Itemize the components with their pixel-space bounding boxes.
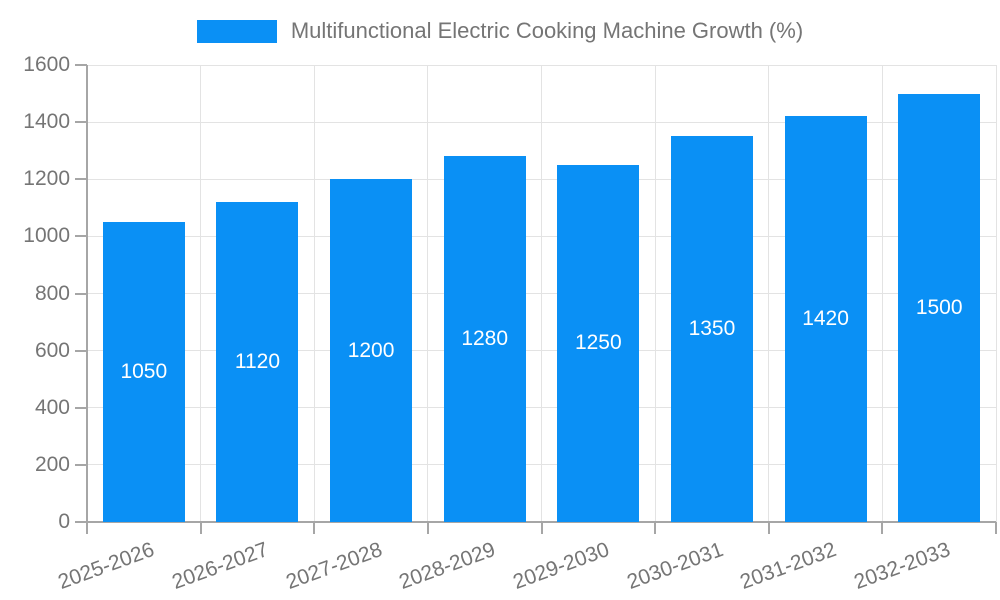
- x-tick-label: 2026-2027: [169, 538, 272, 594]
- bar-value-label: 1350: [688, 317, 736, 341]
- x-tick-label: 2029-2030: [509, 538, 613, 594]
- legend-label: Multifunctional Electric Cooking Machine…: [290, 18, 804, 43]
- y-tick-label: 1000: [23, 224, 70, 248]
- y-axis-tick: [75, 178, 87, 181]
- x-tick-label: 2030-2031: [623, 538, 726, 594]
- gridline-vertical: [541, 65, 542, 522]
- x-axis-tick: [313, 522, 316, 534]
- y-tick-label: 0: [58, 510, 70, 533]
- bar-value-label: 1250: [574, 331, 622, 355]
- y-axis-tick: [75, 292, 87, 295]
- bar-2026-2027: [216, 202, 299, 522]
- y-tick-label: 1400: [23, 110, 70, 134]
- gridline-vertical: [768, 65, 770, 522]
- y-tick-label: 800: [34, 281, 70, 305]
- x-axis-tick: [540, 522, 543, 534]
- gridline-vertical: [654, 65, 656, 522]
- bar-2031-2032: [784, 116, 867, 522]
- x-axis-tick: [199, 522, 202, 534]
- bar-2028-2029: [443, 156, 526, 522]
- y-axis-line: [86, 65, 88, 522]
- bar-value-label: 1120: [234, 350, 281, 374]
- x-axis-tick: [881, 522, 884, 534]
- y-axis-tick: [75, 463, 87, 466]
- y-axis-tick: [75, 64, 87, 66]
- y-axis-tick: [75, 349, 87, 352]
- bar-value-label: 1420: [802, 307, 849, 331]
- gridline-vertical: [881, 65, 883, 522]
- x-axis-tick: [767, 522, 770, 534]
- bar-value-label: 1500: [915, 295, 963, 319]
- gridline-vertical: [995, 65, 997, 522]
- bar-2025-2026: [102, 222, 185, 522]
- x-tick-label: 2025-2026: [55, 538, 158, 594]
- x-axis-tick: [86, 522, 88, 534]
- x-tick-label: 2032-2033: [850, 538, 954, 594]
- y-axis-tick: [75, 406, 87, 409]
- y-tick-label: 1200: [23, 167, 70, 191]
- y-tick-label: 1600: [23, 53, 70, 76]
- bar-2029-2030: [557, 164, 640, 522]
- bar-value-label: 1200: [347, 338, 395, 362]
- legend-item[interactable]: Multifunctional Electric Cooking Machine…: [196, 18, 804, 44]
- x-axis-tick: [654, 522, 657, 534]
- legend-swatch: [196, 19, 277, 43]
- bar-2030-2031: [670, 136, 753, 522]
- gridline-vertical: [313, 65, 315, 522]
- x-axis-line: [87, 521, 996, 523]
- bar-2032-2033: [898, 93, 981, 522]
- x-tick-label: 2031-2032: [737, 538, 840, 594]
- gridline-vertical: [200, 65, 202, 522]
- x-tick-label: 2027-2028: [282, 538, 385, 594]
- x-tick-label: 2028-2029: [396, 538, 499, 594]
- x-axis-tick: [995, 522, 997, 534]
- y-tick-label: 400: [34, 395, 70, 419]
- bar-2027-2028: [330, 179, 413, 522]
- y-axis-tick: [75, 121, 87, 124]
- gridline-vertical: [427, 65, 429, 522]
- y-tick-label: 600: [34, 338, 70, 362]
- bar-value-label: 1280: [461, 327, 509, 351]
- bar-value-label: 1050: [120, 360, 168, 384]
- x-axis-tick: [426, 522, 429, 534]
- y-tick-label: 200: [34, 452, 70, 476]
- chart-legend: Multifunctional Electric Cooking Machine…: [0, 14, 1000, 48]
- y-axis-tick: [75, 235, 87, 238]
- y-axis-tick: [75, 521, 87, 523]
